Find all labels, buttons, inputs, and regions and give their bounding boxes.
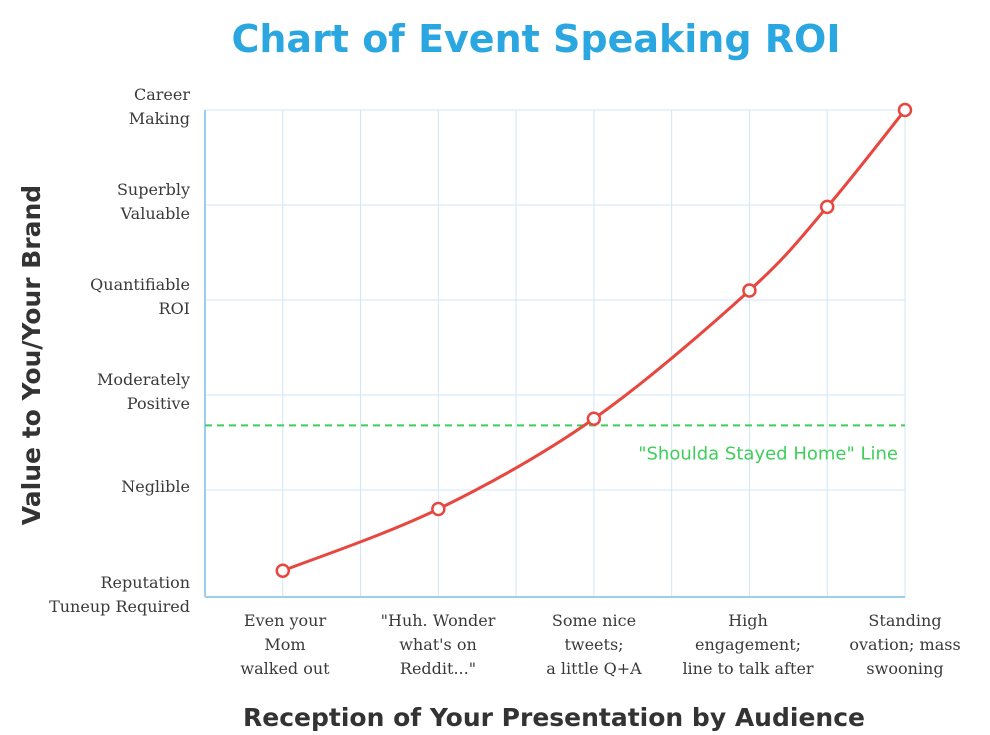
data-point bbox=[275, 563, 291, 578]
y-tick-labels: Reputation Tuneup Required Neglible Moderat… bbox=[49, 85, 190, 616]
x-tick-label: ovation; mass bbox=[849, 635, 960, 654]
threshold-label: "Shoulda Stayed Home" Line bbox=[638, 443, 898, 464]
y-tick-label: Tuneup Required bbox=[49, 597, 190, 616]
x-tick-label: swooning bbox=[866, 659, 943, 678]
data-point bbox=[586, 411, 602, 426]
y-tick-label: Neglible bbox=[121, 477, 190, 496]
axes bbox=[204, 110, 905, 598]
x-tick-label: what's on bbox=[399, 635, 477, 654]
y-tick-label: Moderately bbox=[97, 370, 190, 389]
y-tick-label: Reputation bbox=[100, 573, 190, 592]
y-axis-title: Value to You/Your Brand bbox=[17, 185, 46, 525]
data-point bbox=[431, 501, 446, 517]
chart-title: Chart of Event Speaking ROI bbox=[231, 17, 840, 61]
y-tick-label: ROI bbox=[159, 299, 190, 318]
x-axis-title: Reception of Your Presentation by Audien… bbox=[243, 703, 865, 732]
y-tick-label: Valuable bbox=[120, 204, 190, 223]
y-tick-label: Career bbox=[134, 85, 190, 104]
y-tick-label: Superbly bbox=[117, 180, 190, 199]
series-roi bbox=[275, 102, 913, 578]
x-tick-label: Standing bbox=[868, 611, 941, 630]
data-point bbox=[742, 283, 757, 298]
threshold-line-group: "Shoulda Stayed Home" Line bbox=[205, 424, 905, 464]
data-point bbox=[897, 102, 913, 118]
x-tick-label: a little Q+A bbox=[546, 659, 642, 678]
x-tick-label: line to talk after bbox=[682, 659, 813, 678]
x-tick-label: "Huh. Wonder bbox=[381, 611, 496, 630]
x-tick-label: Mom bbox=[264, 635, 305, 654]
x-tick-label: walked out bbox=[240, 659, 330, 678]
x-tick-label: High bbox=[728, 611, 768, 630]
x-tick-label: Even your bbox=[244, 611, 327, 630]
y-tick-label: Positive bbox=[127, 394, 190, 413]
x-tick-label: engagement; bbox=[695, 635, 801, 654]
x-tick-label: Some nice bbox=[552, 611, 636, 630]
x-tick-label: Reddit..." bbox=[400, 659, 476, 678]
data-point bbox=[819, 199, 835, 215]
grid bbox=[205, 109, 906, 597]
y-tick-label: Making bbox=[129, 109, 190, 128]
x-tick-label: tweets; bbox=[564, 635, 623, 654]
x-tick-labels: Even your Mom walked out "Huh. Wonder what's… bbox=[240, 611, 960, 678]
y-tick-label: Quantifiable bbox=[90, 275, 190, 294]
